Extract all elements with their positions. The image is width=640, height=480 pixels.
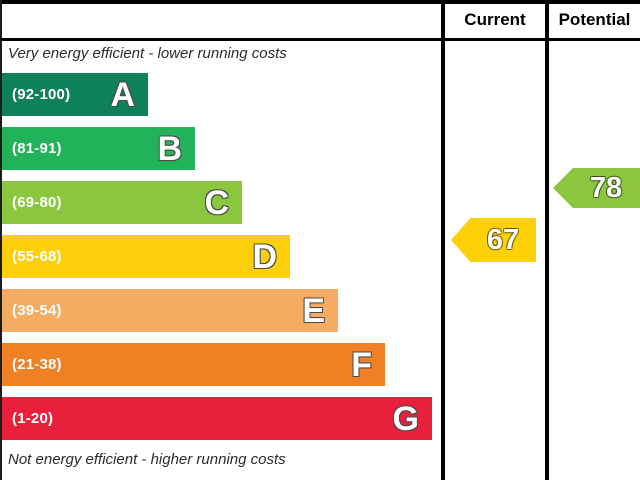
column-divider-potential	[545, 0, 549, 480]
band-letter: F	[351, 345, 372, 384]
column-header-current: Current	[464, 10, 526, 29]
bottom-caption: Not energy efficient - higher running co…	[8, 451, 286, 468]
potential-rating-arrow: 78	[553, 168, 640, 208]
top-caption: Very energy efficient - lower running co…	[8, 45, 287, 62]
band-row-b: (81-91) B	[2, 127, 195, 170]
current-rating-arrow: 67	[451, 218, 536, 262]
band-range-label: (1-20)	[12, 410, 54, 427]
rating-bands: (92-100) A (81-91) B (69-80) C (55-68) D…	[2, 73, 432, 451]
header-separator	[0, 38, 640, 41]
band-row-e: (39-54) E	[2, 289, 338, 332]
band-row-g: (1-20) G	[2, 397, 432, 440]
column-divider-current	[441, 0, 445, 480]
band-range-label: (81-91)	[12, 140, 62, 157]
top-border	[0, 0, 640, 4]
left-border	[0, 0, 2, 480]
band-range-label: (69-80)	[12, 194, 62, 211]
band-letter: C	[204, 183, 229, 222]
band-row-a: (92-100) A	[2, 73, 148, 116]
band-letter: G	[392, 399, 419, 438]
potential-rating-value: 78	[589, 171, 623, 204]
column-header-potential: Potential	[558, 10, 631, 29]
band-letter: E	[302, 291, 325, 330]
band-range-label: (92-100)	[12, 86, 71, 103]
band-letter: B	[157, 129, 182, 168]
band-letter: D	[252, 237, 277, 276]
band-row-f: (21-38) F	[2, 343, 385, 386]
band-range-label: (39-54)	[12, 302, 62, 319]
band-row-c: (69-80) C	[2, 181, 242, 224]
band-range-label: (21-38)	[12, 356, 62, 373]
band-range-label: (55-68)	[12, 248, 62, 265]
band-letter: A	[110, 75, 135, 114]
current-rating-value: 67	[486, 223, 520, 256]
band-row-d: (55-68) D	[2, 235, 290, 278]
